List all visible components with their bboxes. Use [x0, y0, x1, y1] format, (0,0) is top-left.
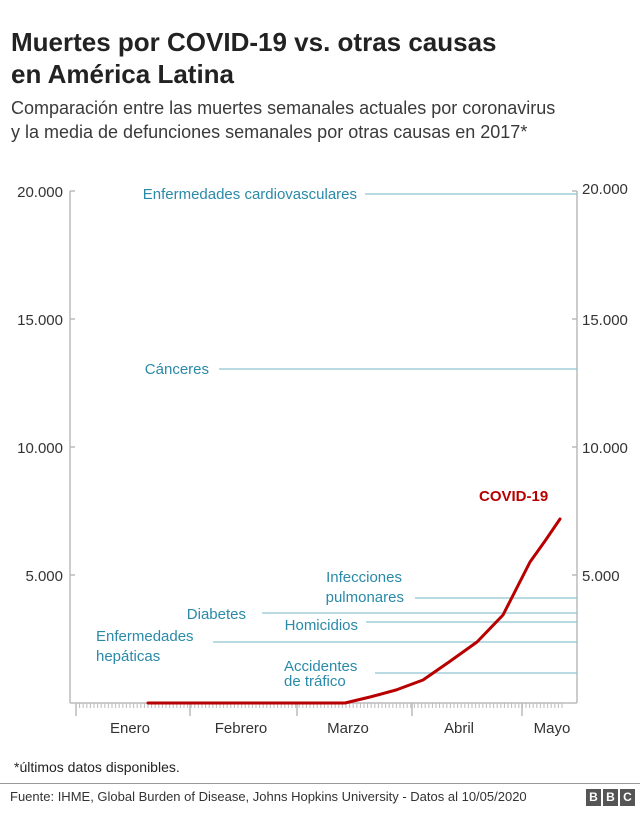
title-line-1: Muertes por COVID-19 vs. otras causas — [11, 27, 497, 57]
label-cancer: Cánceres — [145, 361, 209, 378]
label-homicidios: Homicidios — [285, 617, 358, 634]
y-tick-right-10000: 10.000 — [582, 440, 628, 457]
y-tick-right-20000: 20.000 — [582, 181, 628, 198]
covid-line — [146, 517, 562, 705]
y-tick-left-10000: 10.000 — [17, 440, 63, 457]
y-tick-left-20000: 20.000 — [17, 184, 63, 201]
bbc-logo: B B C — [586, 789, 635, 806]
bbc-logo-b2: B — [603, 789, 618, 806]
x-tick-enero: Enero — [110, 720, 150, 737]
label-accidentes-1: Accidentes — [284, 658, 357, 675]
y-tick-right-5000: 5.000 — [582, 568, 620, 585]
x-tick-mayo: Mayo — [534, 720, 571, 737]
source-text: Fuente: IHME, Global Burden of Disease, … — [10, 789, 527, 804]
label-accidentes-2: de tráfico — [284, 673, 346, 690]
y-tick-left-5000: 5.000 — [25, 568, 63, 585]
chart-title: Muertes por COVID-19 vs. otras causas en… — [11, 26, 631, 90]
y-tick-left-15000: 15.000 — [17, 312, 63, 329]
footer-divider — [0, 783, 640, 784]
x-tick-abril: Abril — [444, 720, 474, 737]
label-cardio: Enfermedades cardiovasculares — [143, 186, 357, 203]
bbc-logo-c: C — [620, 789, 635, 806]
chart-area: 20.000 15.000 10.000 5.000 20.000 15.000… — [17, 181, 628, 737]
subtitle-line-1: Comparación entre las muertes semanales … — [11, 98, 556, 118]
label-diabetes: Diabetes — [187, 606, 246, 623]
bbc-logo-b1: B — [586, 789, 601, 806]
label-pulmonares-1: Infecciones — [326, 569, 402, 586]
label-pulmonares-2: pulmonares — [326, 589, 404, 606]
y-tick-right-15000: 15.000 — [582, 312, 628, 329]
label-hepaticas-1: Enfermedades — [96, 628, 194, 645]
chart-subtitle: Comparación entre las muertes semanales … — [11, 96, 636, 144]
label-hepaticas-2: hepáticas — [96, 648, 160, 665]
footnote: *últimos datos disponibles. — [14, 759, 180, 775]
x-tick-marzo: Marzo — [327, 720, 369, 737]
covid-label: COVID-19 — [479, 488, 548, 505]
title-line-2: en América Latina — [11, 59, 235, 89]
x-tick-febrero: Febrero — [215, 720, 268, 737]
reference-lines — [213, 193, 577, 674]
subtitle-line-2: y la media de defunciones semanales por … — [11, 122, 528, 142]
